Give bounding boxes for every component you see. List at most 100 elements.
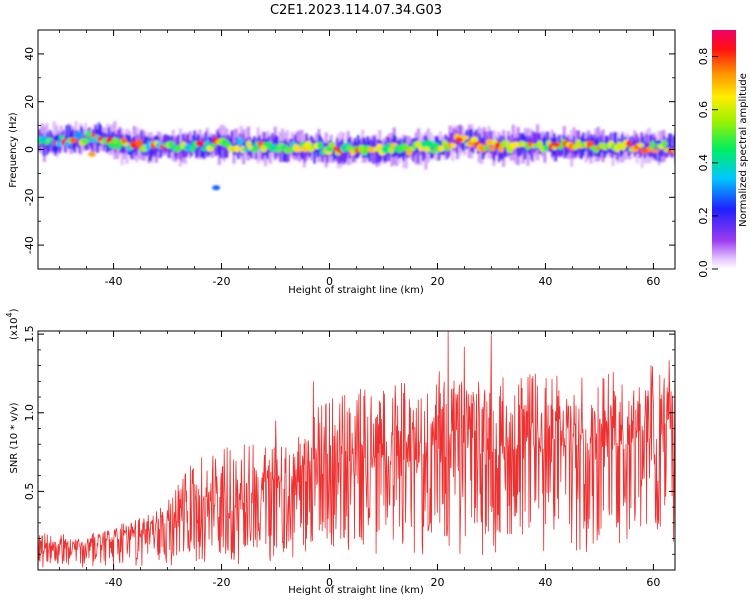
- spectrogram-core-cell: [488, 146, 496, 152]
- colorbar-tick-label: 0.4: [697, 154, 710, 172]
- spectrogram-x-tick-label: -40: [105, 275, 123, 288]
- spectrogram-feature: [325, 147, 334, 152]
- snr-series-line: [38, 331, 675, 568]
- colorbar-tick-label: 0.2: [697, 207, 710, 225]
- spectrogram-cell: [148, 138, 151, 162]
- spectrogram-core-cell: [423, 146, 431, 153]
- spectrogram-cell: [266, 138, 269, 159]
- spectrogram-cell: [494, 143, 498, 156]
- spectrogram-cell: [667, 133, 671, 154]
- spectrogram-cell: [465, 130, 468, 149]
- spectrogram-core-cell: [198, 140, 205, 146]
- spectrogram-cell: [450, 132, 454, 148]
- spectrogram-core-cell: [470, 136, 479, 143]
- spectrogram-cell: [452, 128, 455, 151]
- spectrogram-cell: [536, 133, 540, 149]
- spectrogram-feature: [212, 185, 221, 191]
- spectrogram-cell: [65, 125, 68, 147]
- snr-x-ticks: -40 -20 0 20 40 60: [59, 331, 660, 589]
- spectrogram-core-cell: [241, 147, 250, 152]
- spectrogram-y-ticks: -40 -20 0 20 40: [23, 29, 675, 270]
- spectrogram-core-cell: [504, 140, 510, 148]
- spectrogram-cell: [276, 136, 279, 152]
- spectrogram-cell: [462, 137, 465, 151]
- spectrogram-cell: [493, 141, 496, 162]
- spectrogram-core-cell: [649, 141, 656, 149]
- snr-y-tick-label: 1.0: [23, 404, 36, 422]
- snr-x-tick-label: 0: [326, 576, 333, 589]
- spectrogram-cell: [68, 125, 72, 149]
- spectrogram-panel: -40 -20 0 20 40 60 -40 -20 0 20 40 Height of stra…: [8, 29, 676, 296]
- spectrogram-core-cell: [426, 139, 434, 148]
- spectrogram-cell: [460, 137, 464, 150]
- snr-x-tick-label: 60: [646, 576, 660, 589]
- spectrogram-feature: [87, 151, 96, 157]
- spectrogram-core-cell: [361, 150, 368, 156]
- spectrogram-feature: [455, 137, 464, 143]
- colorbar-tick-label: 0.6: [697, 101, 710, 119]
- spectrogram-cell: [669, 133, 673, 156]
- colorbar-tick-label: 0.8: [697, 48, 710, 66]
- snr-y-tick-label: 1.5: [23, 325, 36, 343]
- spectrogram-core-cell: [58, 135, 65, 140]
- spectrogram-cell: [186, 133, 190, 154]
- spectrogram-core-cell: [625, 140, 632, 147]
- spectrogram-cell: [672, 135, 675, 155]
- spectrogram-cell: [162, 135, 166, 150]
- spectrogram-cell: [97, 122, 101, 147]
- snr-y-scale-factor: (x104): [5, 308, 20, 340]
- spectrogram-core-cell: [637, 143, 645, 148]
- spectrogram-y-tick-label: -20: [23, 188, 36, 206]
- spectrogram-x-tick-label: -20: [213, 275, 231, 288]
- spectrogram-cell: [463, 133, 467, 156]
- spectrogram-cell: [224, 140, 227, 158]
- spectrogram-cell: [533, 133, 536, 154]
- spectrogram-cell: [345, 142, 349, 159]
- spectrogram-cell: [135, 143, 138, 156]
- spectrogram-cell: [313, 140, 316, 164]
- spectrogram-core-cell: [441, 139, 448, 147]
- snr-y-ticks: 0.5 1.0 1.5: [23, 325, 675, 555]
- spectrogram-cell: [42, 135, 46, 157]
- spectrogram-core-cell: [461, 135, 470, 140]
- spectrogram-cell: [480, 137, 483, 149]
- spectrogram-cell: [81, 129, 85, 146]
- spectrogram-cell: [530, 138, 533, 160]
- spectrogram-core-cell: [388, 147, 395, 155]
- spectrogram-core-cell: [543, 145, 549, 152]
- spectrogram-x-tick-label: 20: [430, 275, 444, 288]
- spectrogram-core-cell: [76, 131, 84, 139]
- snr-x-tick-label: 20: [430, 576, 444, 589]
- spectrogram-y-tick-label: 40: [23, 47, 36, 61]
- spectrogram-y-axis-label: Frequency (Hz): [8, 112, 19, 188]
- snr-x-tick-label: -40: [105, 576, 123, 589]
- colorbar-gradient: [712, 30, 736, 269]
- spectrogram-cell: [455, 130, 459, 154]
- spectrogram-core-cell: [316, 141, 324, 150]
- spectrogram-core-cell: [450, 143, 457, 148]
- spectrogram-cell: [514, 133, 518, 164]
- snr-x-tick-label: 40: [538, 576, 552, 589]
- spectrogram-cell: [632, 136, 635, 154]
- spectrogram-cell: [531, 131, 535, 151]
- spectrogram-core-cell: [651, 148, 660, 153]
- spectrogram-cell: [271, 133, 274, 153]
- spectrogram-core-cell: [236, 137, 243, 146]
- spectrogram-core-cell: [429, 148, 437, 154]
- spectrogram-core-cell: [250, 146, 259, 153]
- snr-x-tick-label: -20: [213, 576, 231, 589]
- spectrogram-cell: [661, 143, 664, 157]
- spectrogram-x-tick-label: 0: [326, 275, 333, 288]
- spectrogram-cell: [642, 136, 645, 149]
- spectrogram-cell: [535, 132, 538, 150]
- spectrogram-core-cell: [81, 137, 90, 145]
- spectrogram-cell: [543, 135, 546, 147]
- spectrogram-cell: [369, 138, 373, 155]
- spectrogram-core-cell: [56, 140, 62, 147]
- spectrogram-cell: [316, 143, 319, 157]
- spectrogram-cell: [159, 142, 162, 158]
- spectrogram-cell: [598, 145, 601, 157]
- spectrogram-cell: [214, 140, 217, 157]
- spectrogram-cell: [645, 134, 648, 153]
- spectrogram-cell: [525, 135, 528, 147]
